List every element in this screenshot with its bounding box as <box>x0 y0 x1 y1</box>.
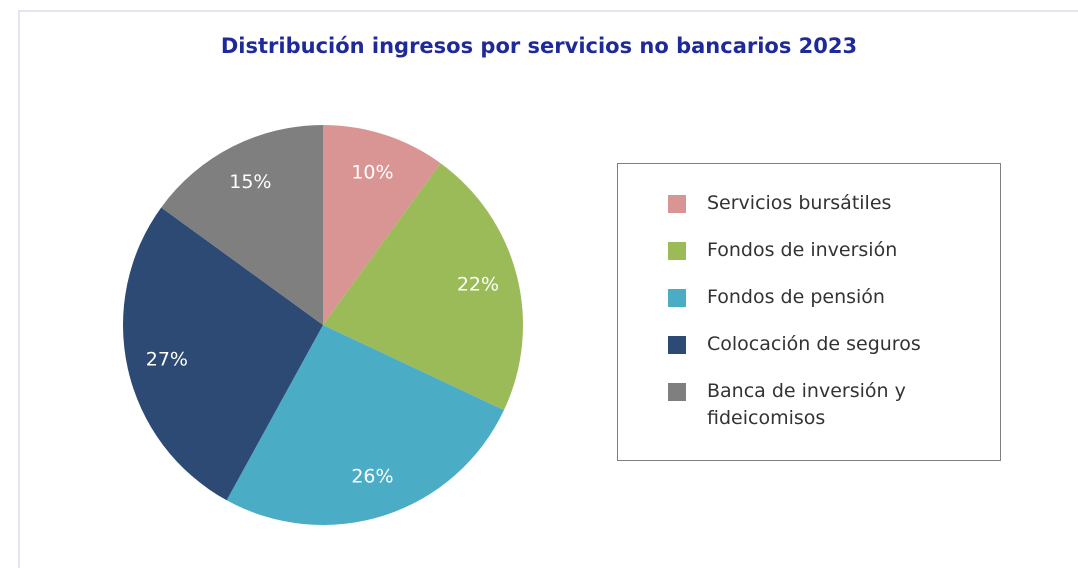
legend-label: Fondos de pensión <box>707 286 885 308</box>
data-label: 22% <box>457 274 499 296</box>
legend-swatch <box>668 242 686 260</box>
legend-swatch <box>668 336 686 354</box>
legend-item: Colocación de seguros <box>618 331 1000 358</box>
pie-slice <box>323 125 441 325</box>
legend-swatch <box>668 289 686 307</box>
data-label: 15% <box>229 171 271 193</box>
pie-slice <box>161 125 323 325</box>
legend-item: Banca de inversión y fideicomisos <box>618 378 1000 432</box>
data-label: 26% <box>351 466 393 488</box>
legend-item: Fondos de inversión <box>618 237 1000 264</box>
pie-slice <box>226 325 504 525</box>
pie-slice <box>323 163 523 411</box>
data-label: 27% <box>146 348 188 370</box>
pie-slice <box>122 207 323 501</box>
legend-label: Colocación de seguros <box>707 333 921 355</box>
card <box>18 10 1078 568</box>
data-label: 10% <box>351 161 393 183</box>
legend-item: Servicios bursátiles <box>618 190 1000 217</box>
chart-title: Distribución ingresos por servicios no b… <box>220 34 858 58</box>
legend-swatch <box>668 195 686 213</box>
legend-label: Fondos de inversión <box>707 239 898 261</box>
legend-swatch <box>668 383 686 401</box>
legend-item: Fondos de pensión <box>618 284 1000 311</box>
legend-label: Banca de inversión y fideicomisos <box>707 380 906 429</box>
legend: Servicios bursátiles Fondos de inversión F… <box>617 163 1001 461</box>
legend-label: Servicios bursátiles <box>707 192 892 214</box>
